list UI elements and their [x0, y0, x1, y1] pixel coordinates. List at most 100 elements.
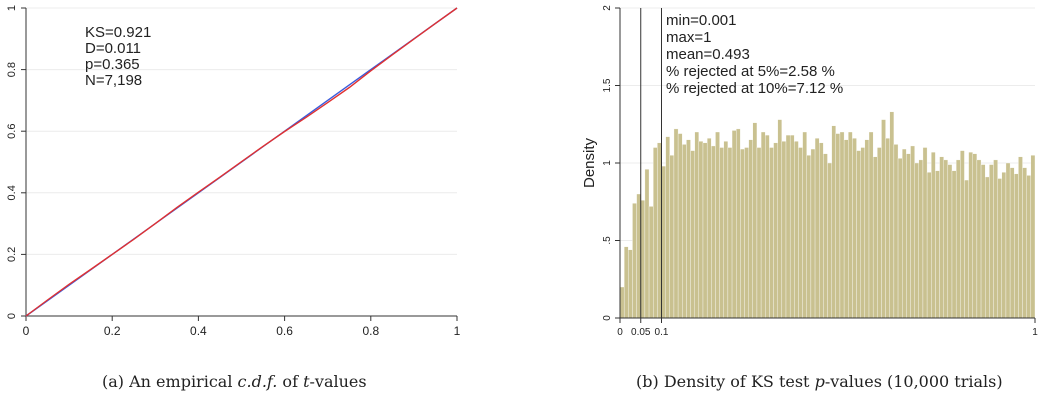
histogram-bar — [980, 164, 986, 319]
histogram-bar — [682, 144, 687, 319]
cdf-chart: 0 0.2 0.4 0.6 0.8 1 0 0.2 0.4 0.6 0.8 1 KS=0.921D=0.… — [6, 5, 461, 338]
histogram-bar — [760, 131, 766, 319]
x-tick-label: 0.1 — [655, 327, 669, 338]
histogram-bar — [669, 155, 675, 319]
histogram-bar — [993, 159, 998, 319]
histogram-bar — [864, 139, 870, 319]
histogram-bar — [893, 144, 899, 319]
histogram-bar — [702, 142, 708, 319]
caption-a: (a) An empirical c.d.f. of t-values — [102, 372, 367, 391]
histogram-bar — [902, 148, 907, 319]
histogram-bar — [1014, 173, 1019, 319]
stats-annotation: min=0.001 — [666, 12, 736, 29]
histogram-bar — [789, 134, 795, 319]
histogram-bar — [619, 286, 625, 319]
histogram-bar — [877, 147, 882, 319]
histogram-bar — [951, 170, 957, 319]
stats-annotation: N=7,198 — [85, 72, 142, 89]
histogram-bar — [665, 136, 670, 319]
stats-annotation: KS=0.921 — [85, 24, 151, 41]
histogram-bar — [785, 134, 791, 319]
histogram-bar — [653, 147, 658, 319]
stats-annotation: mean=0.493 — [666, 46, 750, 63]
histogram-bar — [623, 246, 629, 319]
x-tick-label: 0.2 — [104, 324, 121, 338]
histogram-bar — [972, 153, 978, 319]
histogram-bar — [819, 142, 824, 319]
histogram-bar — [976, 159, 982, 319]
histogram-bar — [856, 150, 861, 319]
histogram-bar — [823, 153, 828, 319]
histogram-bar — [1005, 162, 1011, 319]
histogram-bar — [827, 162, 832, 319]
histogram-bar — [765, 134, 770, 319]
histogram-bar — [777, 119, 783, 319]
histogram-bar — [918, 159, 924, 319]
histogram-bar — [810, 148, 816, 319]
histogram-bar — [868, 131, 874, 319]
histogram-bar — [806, 155, 812, 319]
histogram-bar — [636, 193, 641, 319]
histogram-bar — [736, 128, 741, 319]
histogram-bar — [906, 153, 911, 319]
histogram-bar — [831, 125, 836, 319]
y-tick-label: 1 — [6, 5, 18, 11]
y-axis-label: Density — [581, 137, 598, 188]
caption-b-prefix: (b) Density of KS test — [636, 372, 815, 391]
histogram-bar — [814, 138, 820, 319]
y-tick-label: 0.6 — [6, 124, 18, 139]
y-tick-label: 0.8 — [6, 62, 18, 77]
histogram-bar — [798, 147, 803, 319]
histogram-bar — [632, 203, 637, 319]
histogram-bar — [955, 159, 961, 319]
histogram-bar — [939, 156, 944, 319]
histogram-bar — [943, 159, 949, 319]
histogram-bar — [997, 178, 1002, 319]
caption-b-p: p — [814, 372, 825, 391]
histogram-bar — [673, 128, 679, 319]
histogram-bar — [802, 131, 807, 319]
histogram-bar — [860, 147, 866, 319]
histogram-bar — [752, 122, 758, 319]
histogram-bar — [769, 147, 774, 319]
x-tick-label: 0.8 — [362, 324, 379, 338]
histogram-bar — [1018, 156, 1023, 319]
histogram-bar — [922, 147, 928, 319]
histogram-bar — [1022, 167, 1027, 319]
histogram-bar — [794, 141, 799, 319]
caption-b-suffix: -values (10,000 trials) — [824, 372, 1003, 391]
histogram-bar — [897, 158, 903, 319]
histogram-bar — [727, 147, 733, 319]
histogram-bar — [852, 138, 857, 319]
histogram-bar — [843, 139, 849, 319]
histogram-bar — [835, 133, 841, 319]
x-tick-label: 0.6 — [276, 324, 293, 338]
histogram-bar — [731, 130, 737, 319]
histogram-bar — [711, 145, 716, 319]
histogram-bar — [848, 131, 853, 319]
x-tick-label: 1 — [1032, 327, 1038, 338]
x-tick-label: 0.05 — [631, 327, 651, 338]
histogram-bar — [690, 150, 695, 319]
histogram-bar — [881, 119, 886, 319]
stats-annotation: % rejected at 5%=2.58 % — [666, 63, 835, 80]
histogram-bar — [740, 148, 745, 319]
histogram-bar — [744, 147, 749, 319]
histogram-bar — [698, 141, 704, 319]
histogram-bar — [773, 142, 778, 319]
histogram-bar — [756, 147, 762, 319]
histogram-bar — [661, 165, 666, 319]
histogram-bar — [985, 176, 990, 319]
histogram-bar — [968, 151, 973, 319]
caption-a-prefix: (a) An empirical — [102, 372, 238, 391]
histogram-bar — [648, 206, 654, 319]
caption-b: (b) Density of KS test p-values (10,000 … — [636, 372, 1003, 391]
x-tick-label: 1 — [454, 324, 461, 338]
histogram-bar — [640, 200, 646, 319]
stats-annotation: p=0.365 — [85, 56, 140, 73]
histogram-bar — [839, 131, 845, 319]
histogram-bar — [910, 145, 915, 319]
y-tick-label: 1 — [602, 160, 613, 166]
caption-a-mid: of — [277, 372, 304, 391]
caption-a-t: t — [303, 372, 310, 391]
